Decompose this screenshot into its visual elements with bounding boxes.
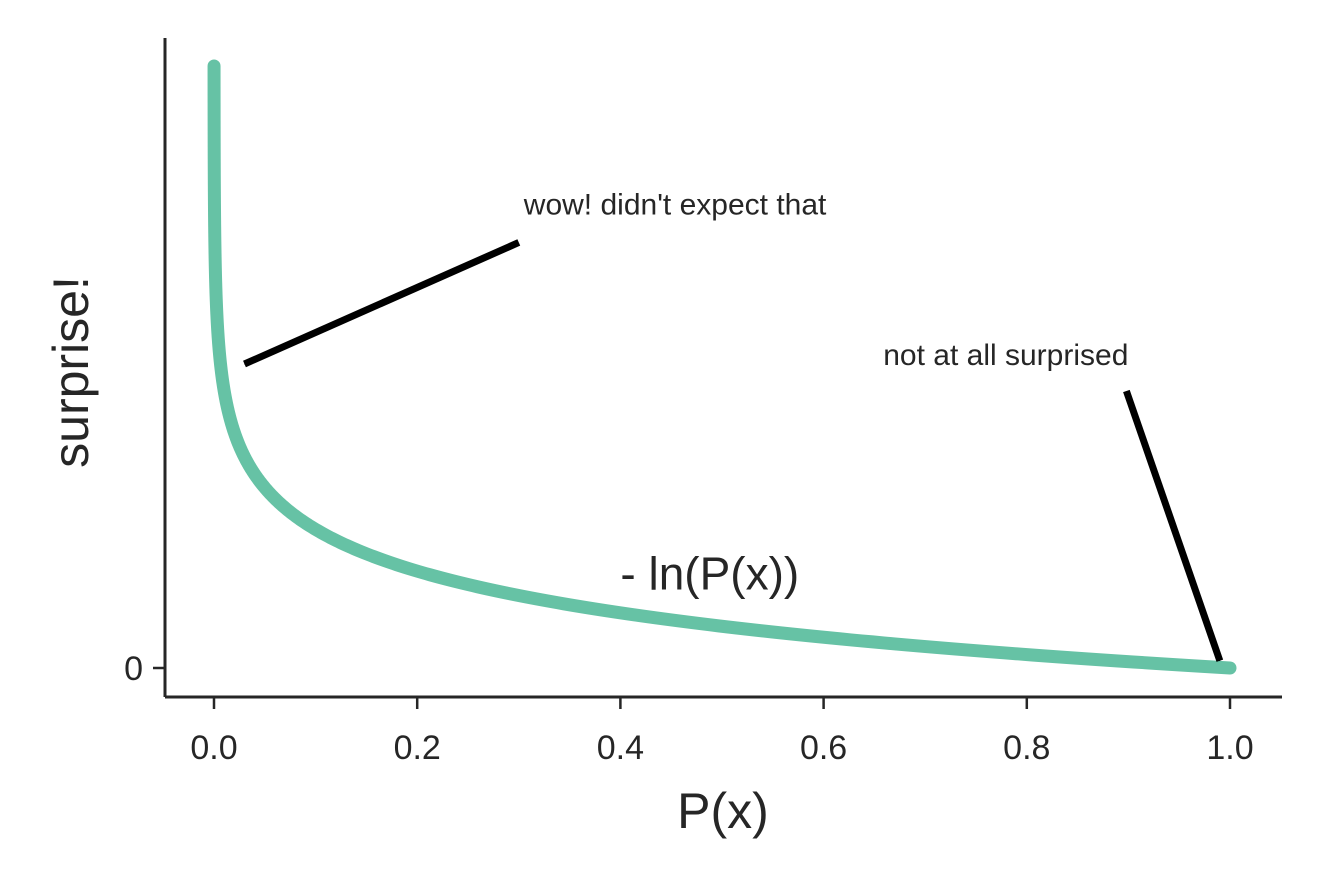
annotation-arrow-wow: [243, 239, 521, 368]
x-tick-label: 0.8: [1003, 729, 1050, 767]
x-tick-label: 0.4: [597, 729, 644, 767]
x-tick-label: 0.6: [800, 729, 847, 767]
y-axis-ticks: 0: [124, 650, 165, 688]
series-line: [207, 59, 1237, 675]
curve-label: - ln(P(x)): [620, 548, 799, 600]
annotation-arrow-not-surprised: [1123, 389, 1224, 662]
annotation-not-surprised: not at all surprised: [883, 339, 1128, 372]
x-tick-label: 0.2: [394, 729, 441, 767]
y-axis-label: surprise!: [43, 276, 99, 468]
x-axis-label: P(x): [677, 783, 769, 839]
annotation-wow: wow! didn't expect that: [523, 188, 827, 221]
x-tick-label: 1.0: [1206, 729, 1253, 767]
x-tick-label: 0.0: [190, 729, 237, 767]
y-tick-label: 0: [124, 650, 143, 688]
x-axis-ticks: 0.0 0.2 0.4 0.6 0.8 1.0: [190, 697, 1254, 767]
